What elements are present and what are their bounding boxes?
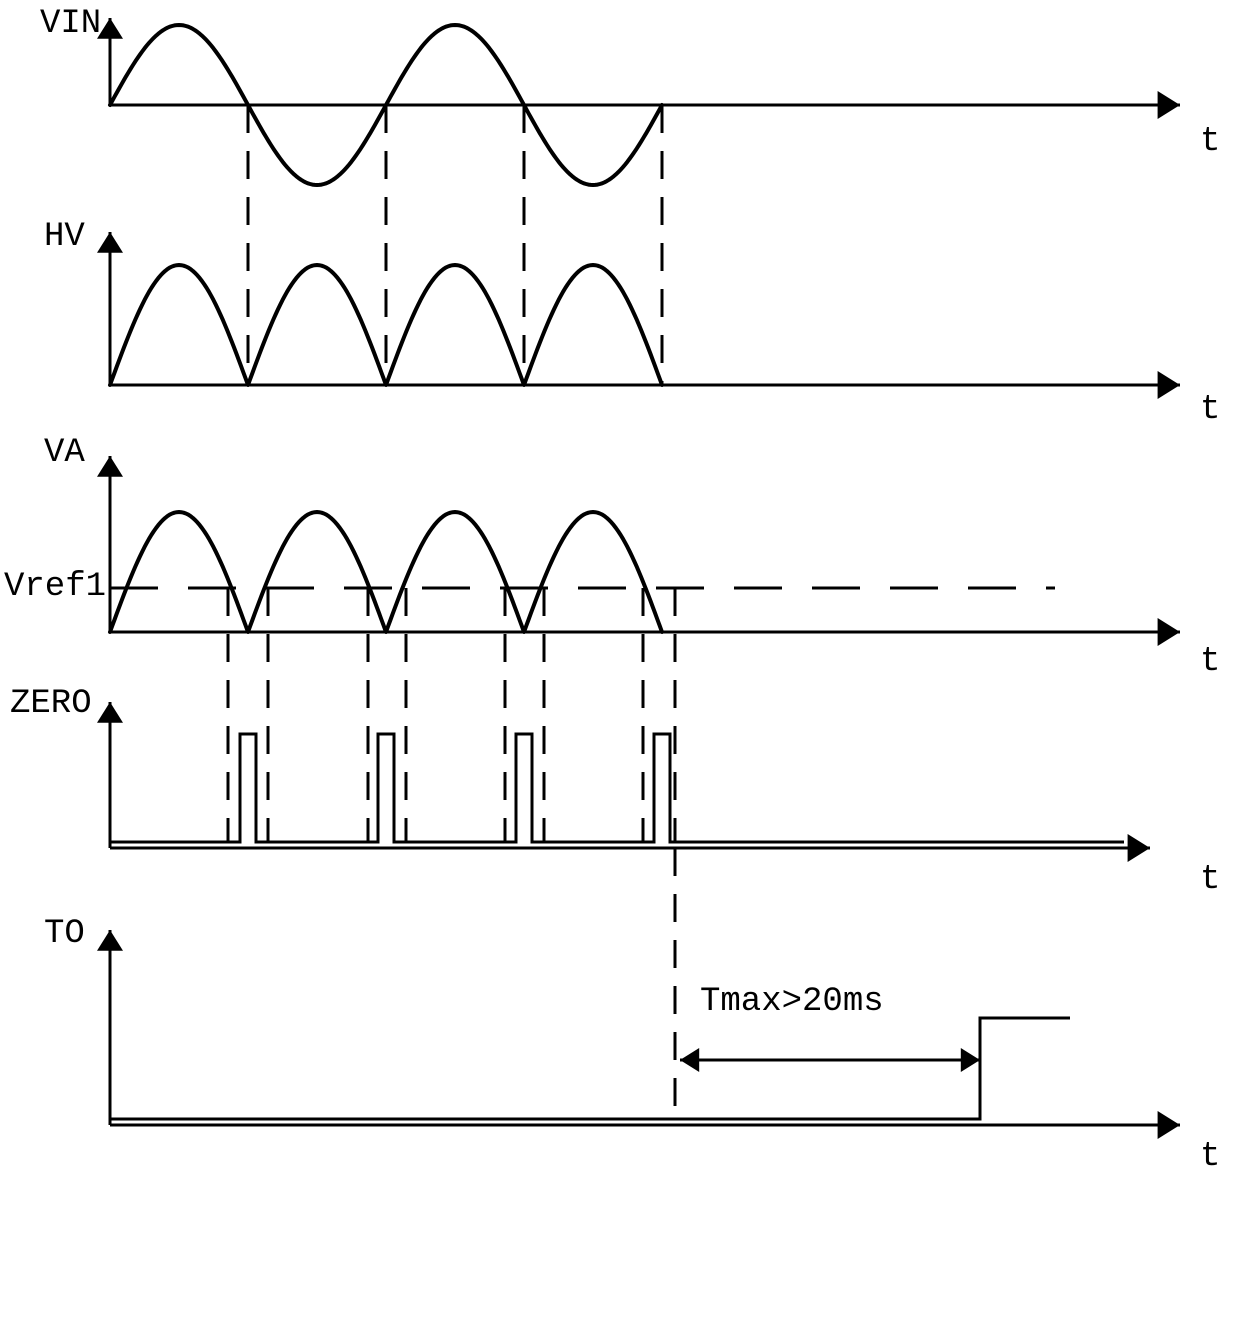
- arrowhead: [1128, 834, 1150, 862]
- arrowhead: [97, 930, 123, 951]
- va-label: VA: [44, 434, 85, 472]
- hv-waveform: [110, 265, 662, 385]
- tmax-label: Tmax>20ms: [700, 983, 884, 1021]
- arrowhead: [1158, 618, 1180, 646]
- zero-t-label: t: [1200, 861, 1220, 899]
- arrowhead: [680, 1048, 699, 1072]
- arrowhead: [97, 232, 123, 253]
- timing-diagram: VIN t HV t VA t Vref1 ZERO t TO t Tmax>20ms: [0, 0, 1240, 1327]
- arrowhead: [1158, 91, 1180, 119]
- arrowhead: [97, 456, 123, 477]
- arrowhead: [1158, 371, 1180, 399]
- vin-label: VIN: [40, 5, 101, 43]
- hv-t-label: t: [1200, 391, 1220, 429]
- arrowhead: [1158, 1111, 1180, 1139]
- arrowhead: [961, 1048, 980, 1072]
- zero-label: ZERO: [10, 685, 92, 723]
- arrowhead: [97, 702, 123, 723]
- va-waveform: [110, 512, 662, 632]
- vin-t-label: t: [1200, 123, 1220, 161]
- hv-label: HV: [44, 218, 85, 256]
- to-label: TO: [44, 915, 85, 953]
- to-t-label: t: [1200, 1138, 1220, 1176]
- va-t-label: t: [1200, 643, 1220, 681]
- zero-waveform: [110, 734, 1124, 842]
- to-waveform: [110, 1018, 1070, 1119]
- vref1-label: Vref1: [4, 568, 106, 606]
